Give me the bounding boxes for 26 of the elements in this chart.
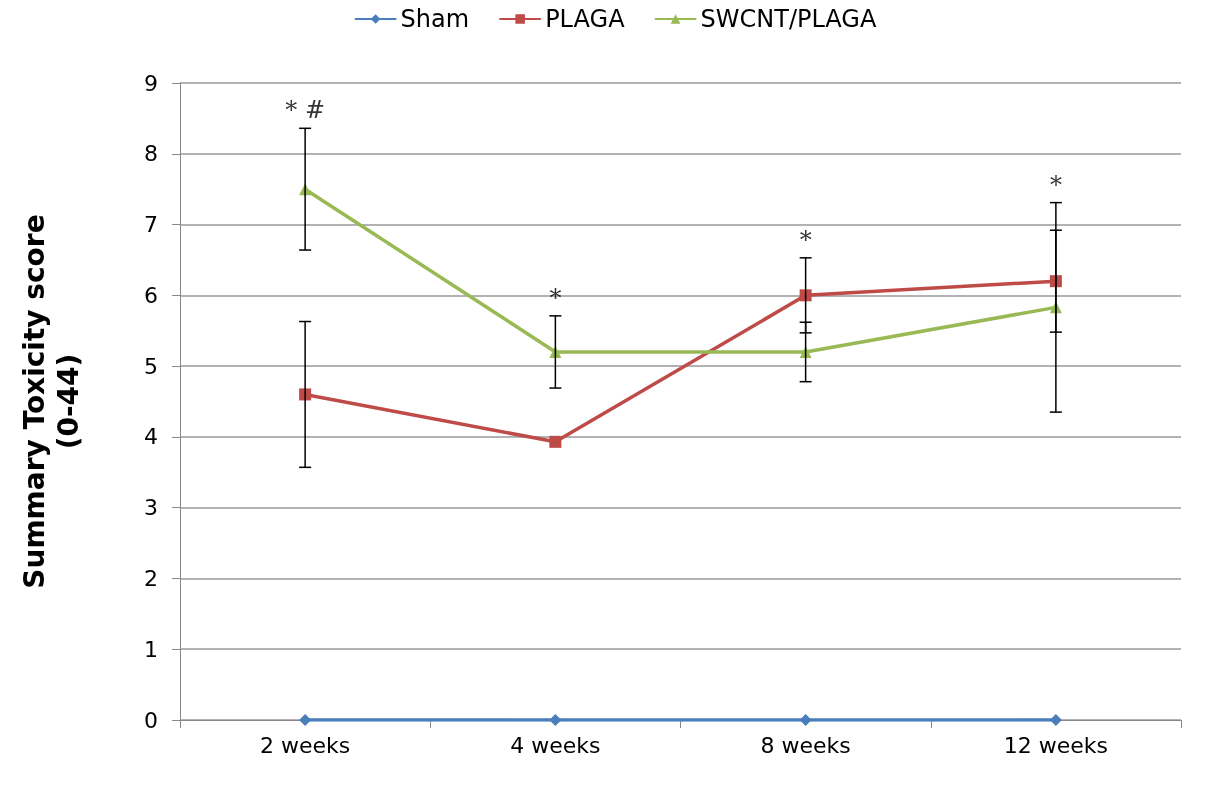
y-tick-label: 0 <box>144 707 158 733</box>
legend-label: PLAGA <box>545 5 626 33</box>
y-tick-label: 3 <box>144 495 158 521</box>
x-tick-label: 2 weeks <box>259 732 351 758</box>
y-tick-label: 1 <box>144 636 158 662</box>
point <box>549 714 562 726</box>
annotation: * <box>549 283 562 312</box>
legend-label: SWCNT/PLAGA <box>700 5 877 33</box>
annotation: * # <box>285 96 325 125</box>
y-tick-label: 2 <box>144 565 158 591</box>
annotation: * <box>799 225 812 254</box>
point <box>549 435 562 448</box>
x-tick-label: 8 weeks <box>760 732 851 758</box>
y-axis-title: Summary Toxicity score (0-44) <box>17 214 85 589</box>
x-tick-label: 12 weeks <box>1003 732 1109 758</box>
y-tick-label: 4 <box>144 424 158 450</box>
y-tick-label: 8 <box>144 141 158 167</box>
legend-label: Sham <box>400 5 470 33</box>
y-tick-label: 9 <box>144 70 158 96</box>
y-tick-label: 6 <box>144 282 158 308</box>
y-tick-label: 7 <box>144 212 158 238</box>
y-tick-label: 5 <box>144 353 158 379</box>
annotation: * <box>1049 170 1062 199</box>
point <box>799 714 812 726</box>
x-tick-label: 4 weeks <box>510 732 601 758</box>
point <box>799 289 812 302</box>
